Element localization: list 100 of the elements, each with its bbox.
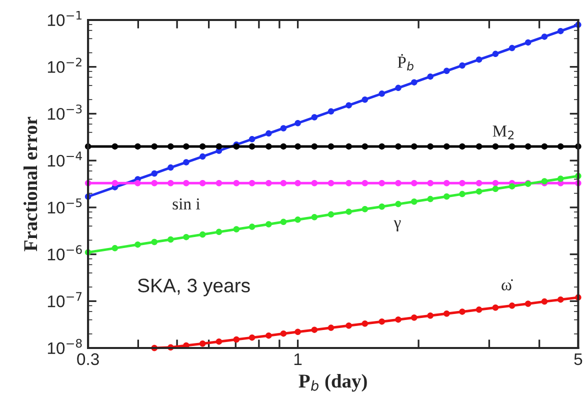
series-label: sin i [172,198,200,210]
point [524,39,532,46]
point [280,143,287,150]
point [134,241,141,248]
point [378,90,385,97]
point [508,143,516,150]
point [476,56,482,63]
point [362,96,368,103]
point [199,231,206,238]
point [524,143,532,150]
point [199,180,206,186]
y-tick-label: 10$^{−8}$ [48,338,82,354]
point [248,180,256,186]
point [266,221,272,228]
point [476,188,482,195]
point [266,143,272,150]
point [476,143,482,150]
x-tick-label: 5 [574,353,582,366]
y-tick-label: 10$^{−3}$ [48,104,82,120]
point [362,206,368,212]
point [444,143,450,150]
point [280,218,287,226]
x-tick-label: 0.3 [77,353,99,366]
y-tick-label: 10$^{−7}$ [48,292,82,308]
point [459,190,466,198]
point [248,136,256,142]
point [492,180,499,186]
point [444,180,450,186]
point [248,224,256,230]
point [151,170,158,177]
point [378,204,385,210]
point [266,130,272,137]
series-label: M$_{2}$ [492,126,514,140]
point [508,183,516,190]
point [459,143,466,150]
point [444,68,450,74]
y-tick-label: 10$^{−6}$ [48,245,82,260]
point [346,102,352,108]
point [233,226,240,232]
point [557,28,564,34]
series-label: Ṗ$_{b}$ [398,54,414,71]
y-tick-label: 10$^{−4}$ [48,152,82,167]
point [378,180,385,186]
point [395,143,402,150]
point [199,143,206,150]
point [151,143,158,150]
point [183,143,190,150]
point [459,62,466,69]
point [411,198,418,205]
point [134,180,141,186]
y-axis-title: Fractional error [24,116,38,252]
point [248,143,256,150]
y-tick-label: 10$^{−2}$ [48,58,82,73]
point [395,84,402,92]
point [151,238,158,246]
point [168,143,174,150]
point [362,180,368,186]
point [378,143,385,150]
point [183,234,190,240]
point [427,180,434,186]
series-label: γ [394,220,401,232]
point [151,180,158,186]
point [168,236,174,243]
point [411,143,418,150]
point [280,125,287,132]
point [541,34,548,40]
point [168,180,174,186]
point [346,208,352,215]
point [492,50,499,58]
point [476,180,482,186]
point [280,180,287,186]
point [216,180,222,186]
point [459,180,466,186]
point [362,143,368,150]
point [199,153,206,160]
point [541,143,548,150]
point [557,176,564,182]
point [411,79,418,86]
point [427,196,434,202]
point [508,44,516,52]
point [183,180,190,186]
point [492,143,499,150]
point [168,164,174,171]
point [233,180,240,186]
point [444,193,450,200]
point [395,200,402,208]
point [492,186,499,192]
point [216,143,222,150]
point [346,180,352,186]
point [266,180,272,186]
point [183,159,190,166]
point [134,143,141,150]
series-label: ω̇ [502,279,513,290]
y-tick-label: 10$^{−5}$ [48,198,82,214]
x-tick-label: 1 [294,353,302,365]
point [346,143,352,150]
point [411,180,418,186]
point [427,143,434,150]
point [557,143,564,150]
annotation: SKA, 3 years [138,278,250,296]
